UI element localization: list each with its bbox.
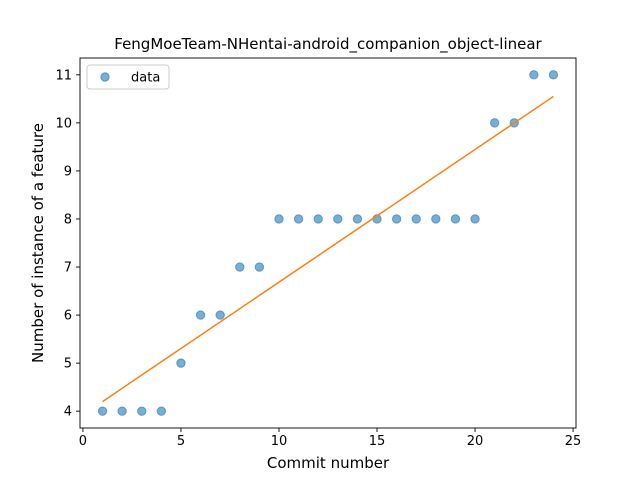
- data-point: [450, 214, 461, 224]
- data-point: [313, 214, 323, 224]
- x-tick-label: 10: [271, 434, 288, 449]
- legend: data: [86, 64, 170, 90]
- chart-title: FengMoeTeam-NHentai-android_companion_ob…: [114, 35, 542, 54]
- axes: 0 5 10 15 20 25 4 5 6 7 8 9 10 11: [55, 57, 582, 449]
- data-point: [117, 406, 127, 416]
- data-point: [254, 262, 265, 272]
- data-point: [215, 310, 225, 320]
- y-axis-label: Number of instance of a feature: [29, 123, 47, 363]
- y-tick-label: 8: [64, 212, 72, 227]
- data-point: [97, 406, 108, 416]
- x-tick-label: 25: [565, 434, 582, 449]
- legend-box: [86, 64, 170, 90]
- data-point: [333, 214, 343, 224]
- data-point: [391, 214, 402, 224]
- y-tick-label: 9: [64, 164, 72, 179]
- y-tick-label: 6: [64, 309, 72, 324]
- y-tick-label: 5: [64, 357, 72, 372]
- plot-area: [97, 70, 559, 416]
- data-point: [274, 214, 284, 224]
- data-point: [489, 118, 500, 128]
- data-point: [411, 214, 421, 224]
- data-point: [470, 214, 480, 224]
- data-point: [548, 70, 559, 80]
- legend-marker: [100, 72, 110, 82]
- y-tick-label: 7: [64, 261, 72, 276]
- x-tick-label: 0: [79, 434, 87, 449]
- data-point: [195, 310, 206, 320]
- x-tick-label: 5: [177, 434, 185, 449]
- x-tick-label: 20: [467, 434, 484, 449]
- plot-frame: [79, 57, 577, 429]
- legend-label: data: [131, 71, 160, 86]
- x-tick-label: 15: [369, 434, 386, 449]
- data-point: [529, 70, 539, 80]
- y-tick-label: 10: [55, 116, 72, 131]
- data-point: [352, 214, 363, 224]
- data-point: [431, 214, 441, 224]
- data-point: [137, 406, 147, 416]
- y-tick-label: 4: [64, 405, 72, 420]
- fit-line: [102, 95, 554, 403]
- data-point: [235, 262, 245, 272]
- data-point: [156, 406, 167, 416]
- x-axis-label: Commit number: [267, 454, 390, 472]
- y-tick-label: 11: [55, 68, 72, 83]
- data-point: [176, 358, 186, 368]
- data-point: [293, 214, 304, 224]
